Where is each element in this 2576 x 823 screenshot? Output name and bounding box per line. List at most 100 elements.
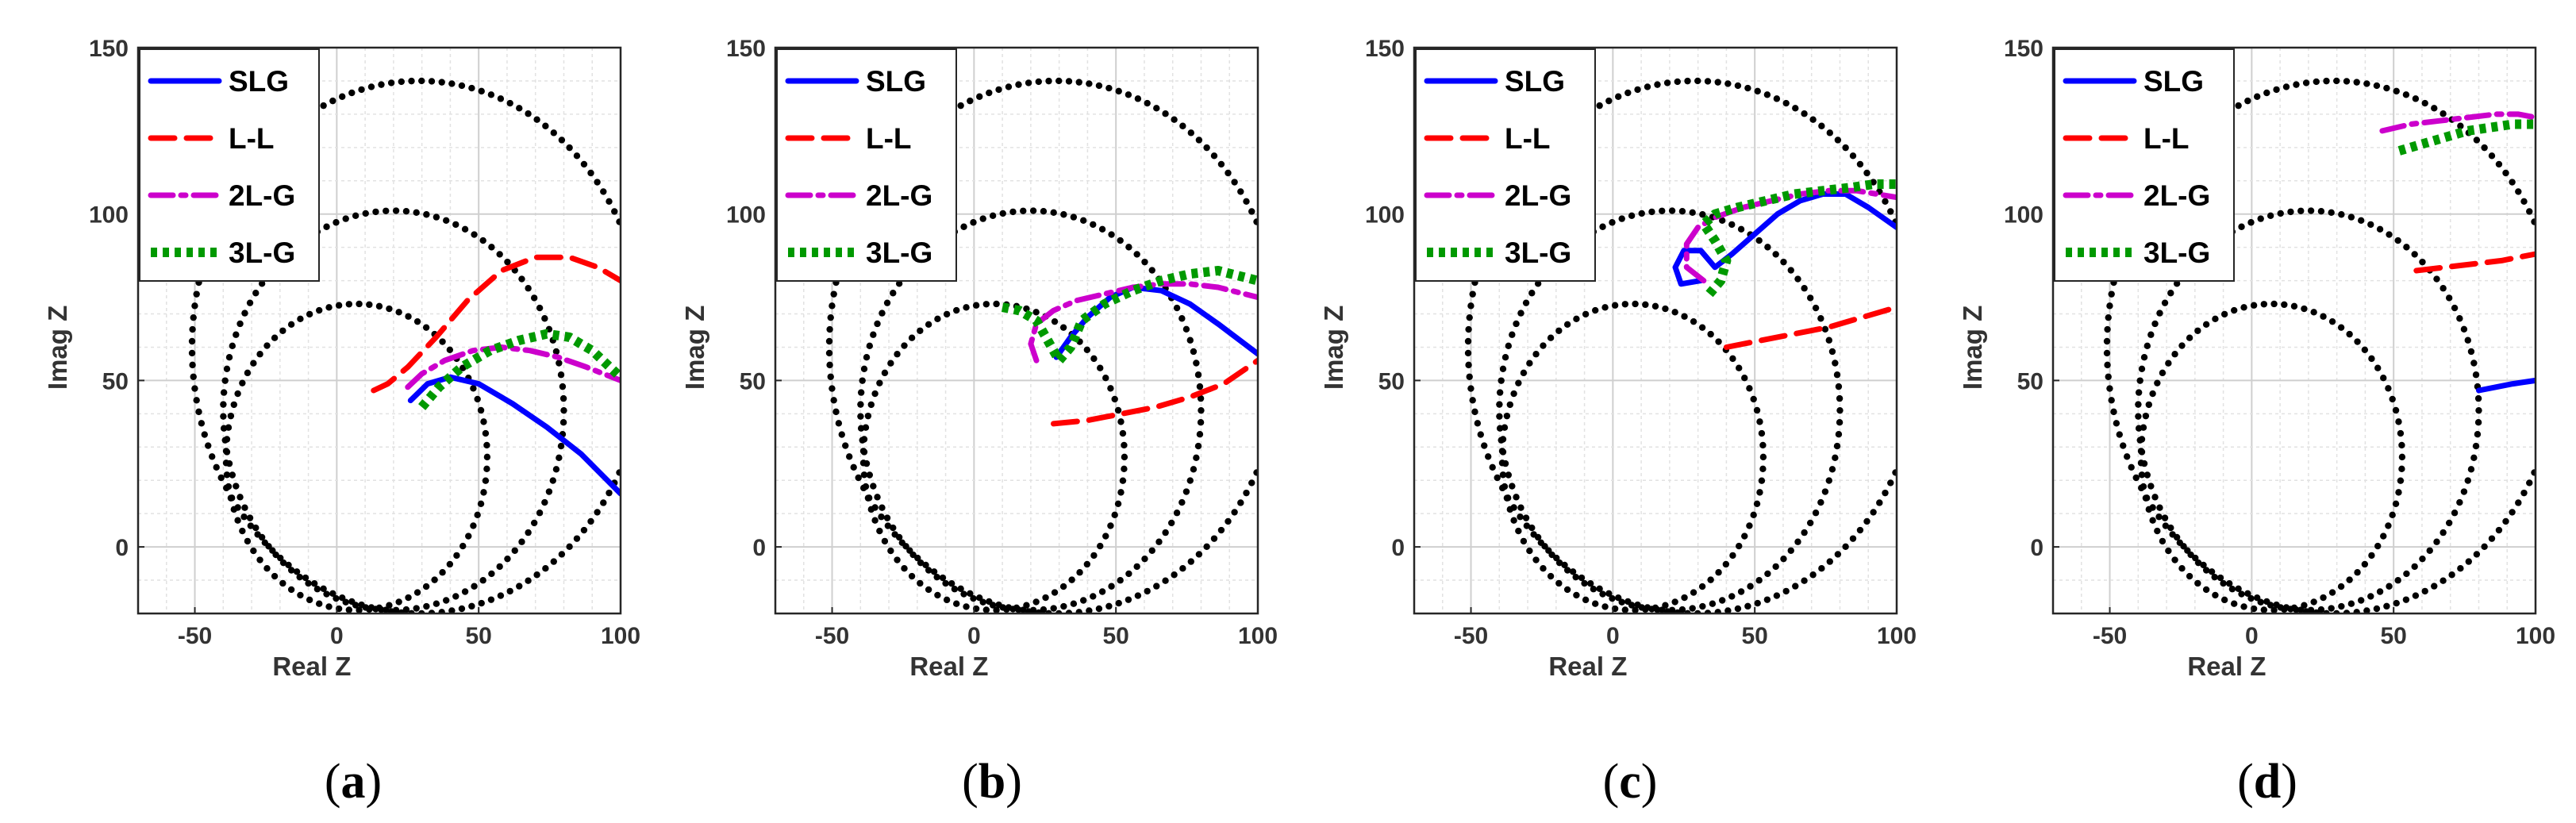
circle-dot [1210, 535, 1218, 542]
circle-dot [925, 586, 932, 594]
circle-dot [1178, 498, 1186, 506]
circle-dot [438, 79, 445, 86]
circle-dot [890, 524, 897, 532]
circle-dot [2270, 606, 2278, 613]
circle-dot [884, 522, 892, 529]
circle-dot [2323, 77, 2330, 85]
circle-dot [478, 599, 485, 607]
circle-dot [1098, 225, 1106, 233]
circle-dot [1699, 211, 1706, 218]
circle-dot [367, 83, 375, 90]
circle-dot [221, 377, 229, 384]
circle-dot [479, 237, 486, 244]
circle-dot [1471, 408, 1478, 416]
circle-dot [1755, 577, 1763, 584]
circle-dot [1040, 606, 1048, 613]
circle-dot [1111, 511, 1118, 519]
circle-dot [1105, 602, 1113, 610]
circle-dot [560, 406, 567, 414]
circle-dot [1243, 198, 1250, 205]
circle-dot [1210, 152, 1218, 160]
circle-dot [1615, 594, 1622, 602]
circle-dot [1509, 331, 1516, 338]
circle-dot [866, 471, 874, 479]
y-tick-label: 0 [752, 535, 766, 561]
circle-dot [1773, 95, 1781, 102]
circle-dot [2552, 285, 2559, 291]
circle-dot [405, 313, 412, 320]
circle-dot [405, 594, 412, 602]
circle-dot [2154, 379, 2161, 387]
circle-dot [2176, 539, 2183, 546]
panel-letter: c [1619, 755, 1641, 809]
circle-dot [1601, 603, 1609, 610]
y-tick-label: 50 [2017, 368, 2043, 394]
circle-dot [209, 453, 216, 460]
circle-dot [2395, 489, 2402, 496]
panel-letter: d [2254, 755, 2281, 809]
circle-dot [2386, 231, 2393, 238]
circle-dot [1060, 602, 1067, 610]
circle-dot [1496, 413, 1503, 420]
circle-dot [345, 606, 353, 613]
circle-dot [842, 442, 849, 449]
circle-dot [1662, 602, 1669, 609]
circle-dot [2539, 448, 2546, 454]
legend-label-2l-g: 2L-G [2143, 179, 2210, 212]
circle-dot [395, 598, 402, 606]
series-line-2l-g [2379, 111, 2536, 134]
circle-dot [1070, 600, 1078, 607]
circle-dot [1466, 373, 1473, 380]
circle-dot [217, 474, 225, 482]
circle-dot [459, 542, 467, 550]
circle-dot [2202, 321, 2210, 328]
circle-dot [2386, 583, 2393, 590]
legend-box [1415, 48, 1596, 282]
circle-dot [2473, 551, 2481, 558]
circle-dot [2445, 519, 2453, 527]
circle-dot [223, 448, 231, 456]
circle-dot [233, 483, 240, 490]
circle-dot [1051, 589, 1059, 596]
circle-dot [1083, 346, 1091, 353]
circle-dot [190, 313, 197, 321]
circle-dot [559, 383, 567, 390]
circle-dot [2421, 587, 2428, 595]
x-tick-label: 50 [2380, 623, 2406, 649]
circle-dot [2135, 413, 2142, 420]
circle-dot [229, 342, 236, 350]
circle-dot [1699, 602, 1706, 610]
circle-dot [1079, 217, 1087, 225]
circle-dot [1179, 122, 1186, 129]
x-tick-label: -50 [1454, 623, 1488, 649]
circle-dot [1193, 360, 1200, 367]
circle-dot [1736, 364, 1743, 371]
circle-dot [2451, 304, 2459, 312]
circle-dot [296, 573, 303, 581]
circle-dot [378, 606, 385, 613]
circle-dot [504, 258, 511, 266]
circle-dot [325, 304, 333, 311]
panel-letter: b [978, 755, 1005, 809]
y-tick-label: 100 [726, 202, 766, 229]
circle-dot [1496, 425, 1504, 432]
circle-dot [402, 208, 410, 215]
circle-dot [323, 223, 330, 230]
circle-dot [552, 466, 560, 473]
circle-dot [2502, 517, 2509, 525]
circle-dot [1178, 315, 1186, 322]
circle-dot [2135, 389, 2143, 396]
circle-dot [1818, 122, 1825, 129]
circle-dot [1572, 573, 1579, 581]
circle-dot [901, 565, 908, 572]
circle-dot [2460, 488, 2468, 495]
circle-dot [1253, 469, 1258, 476]
circle-dot [269, 547, 276, 554]
circle-dot [2451, 510, 2459, 517]
circle-dot [1780, 555, 1787, 563]
circle-dot [643, 332, 649, 338]
circle-dot [1581, 579, 1588, 587]
circle-dot [474, 511, 481, 519]
circle-dot [189, 361, 196, 369]
circle-dot [1095, 605, 1103, 613]
